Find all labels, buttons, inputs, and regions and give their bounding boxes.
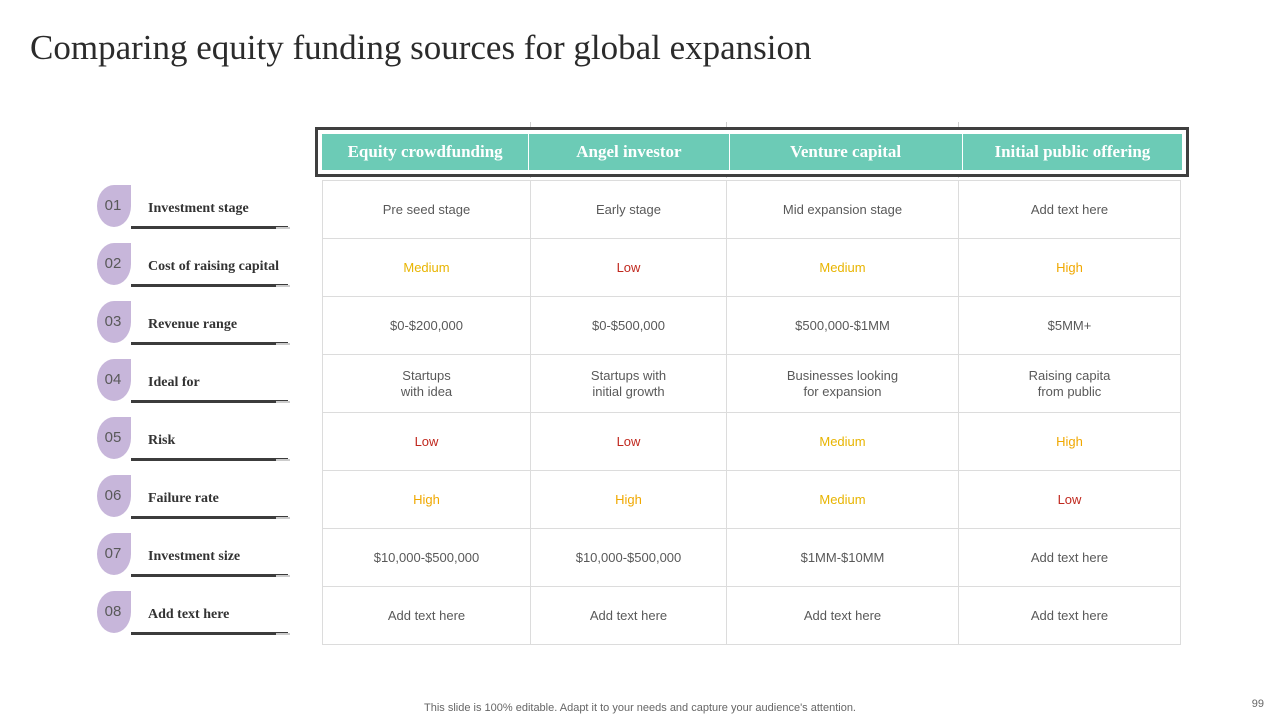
table-cell: Low [323,413,531,470]
table-row: High High Medium Low [323,471,1181,529]
header-equity-crowdfunding: Equity crowdfunding [322,134,530,170]
comparison-table: Pre seed stage Early stage Mid expansion s… [322,180,1181,645]
slide-title: Comparing equity funding sources for glo… [30,28,812,67]
table-cell: High [959,239,1181,296]
number-badge [97,417,131,459]
row-number: 01 [104,197,122,214]
row-label: 03 Revenue range [96,296,316,354]
label-underline [131,284,288,287]
label-underline [131,458,288,461]
table-cell: High [531,471,727,528]
table-row: Add text here Add text here Add text here A… [323,587,1181,645]
row-label: 07 Investment size [96,528,316,586]
label-underline [131,400,288,403]
table-cell: Startups with initial growth [531,355,727,412]
table-cell: $5MM+ [959,297,1181,354]
row-label-text: Failure rate [148,491,219,506]
table-cell: Mid expansion stage [727,181,959,238]
table-cell: Low [531,239,727,296]
label-underline [131,226,288,229]
row-label: 04 Ideal for [96,354,316,412]
table-cell: Add text here [959,529,1181,586]
row-label: 01 Investment stage [96,180,316,238]
row-number: 08 [104,603,122,620]
table-cell: Early stage [531,181,727,238]
table-cell: Add text here [727,587,959,644]
table-cell: $1MM-$10MM [727,529,959,586]
table-row: $0-$200,000 $0-$500,000 $500,000-$1MM $5MM+ [323,297,1181,355]
table-cell: $10,000-$500,000 [531,529,727,586]
table-cell: $10,000-$500,000 [323,529,531,586]
row-label-text: Risk [148,433,176,448]
label-underline [131,342,288,345]
row-label: 02 Cost of raising capital [96,238,316,296]
row-label-text: Ideal for [148,375,200,390]
header-angel-investor: Angel investor [529,134,730,170]
label-underline-shadow [276,459,290,461]
number-badge [97,475,131,517]
row-number: 05 [104,429,122,446]
label-underline-shadow [276,401,290,403]
table-cell: Medium [727,413,959,470]
label-underline-shadow [276,285,290,287]
table-cell: Medium [727,239,959,296]
row-label-text: Revenue range [148,317,238,332]
footer-note: This slide is 100% editable. Adapt it to… [424,702,856,714]
number-badge [97,185,131,227]
number-badge [97,591,131,633]
table-header: Equity crowdfunding Angel investor Ventu… [315,127,1189,177]
table-row: Low Low Medium High [323,413,1181,471]
row-number: 07 [104,545,122,562]
row-label: 05 Risk [96,412,316,470]
table-cell: Add text here [959,181,1181,238]
table-cell: Low [531,413,727,470]
number-badge [97,533,131,575]
table-cell: Businesses looking for expansion [727,355,959,412]
row-label: 06 Failure rate [96,470,316,528]
header-initial-public-offering: Initial public offering [994,142,1151,161]
number-badge [97,359,131,401]
row-labels: 01 Investment stage 02 Cost of raising capi… [96,180,316,644]
row-label-text: Add text here [148,607,230,622]
table-cell: $0-$500,000 [531,297,727,354]
table-row: Medium Low Medium High [323,239,1181,297]
table-row: Startups with idea Startups with initial … [323,355,1181,413]
table-cell: Medium [323,239,531,296]
table-cell: $0-$200,000 [323,297,531,354]
row-label-text: Cost of raising capital [148,259,280,274]
row-label: 08 Add text here [96,586,316,644]
row-number: 06 [104,487,122,504]
label-underline-shadow [276,227,290,229]
table-cell: Raising capita from public [959,355,1181,412]
row-label-text: Investment size [148,549,241,564]
row-label-text: Investment stage [148,201,249,216]
table-cell: High [323,471,531,528]
number-badge [97,301,131,343]
label-underline-shadow [276,575,290,577]
table-cell: Add text here [323,587,531,644]
table-cell: Add text here [531,587,727,644]
label-underline-shadow [276,343,290,345]
table-cell: Medium [727,471,959,528]
table-cell: $500,000-$1MM [727,297,959,354]
table-row: Pre seed stage Early stage Mid expansion s… [323,180,1181,239]
row-number: 04 [104,371,122,388]
table-row: $10,000-$500,000 $10,000-$500,000 $1MM-$10… [323,529,1181,587]
label-underline-shadow [276,517,290,519]
table-cell: Add text here [959,587,1181,644]
table-cell: High [959,413,1181,470]
header-venture-capital: Venture capital [730,134,963,170]
table-cell: Pre seed stage [323,181,531,238]
label-underline [131,516,288,519]
label-underline [131,632,288,635]
row-number: 02 [104,255,122,272]
label-underline [131,574,288,577]
table-cell: Startups with idea [323,355,531,412]
row-number: 03 [104,313,122,330]
number-badge [97,243,131,285]
label-underline-shadow [276,633,290,635]
page-number: 99 [1251,698,1264,710]
table-cell: Low [959,471,1181,528]
